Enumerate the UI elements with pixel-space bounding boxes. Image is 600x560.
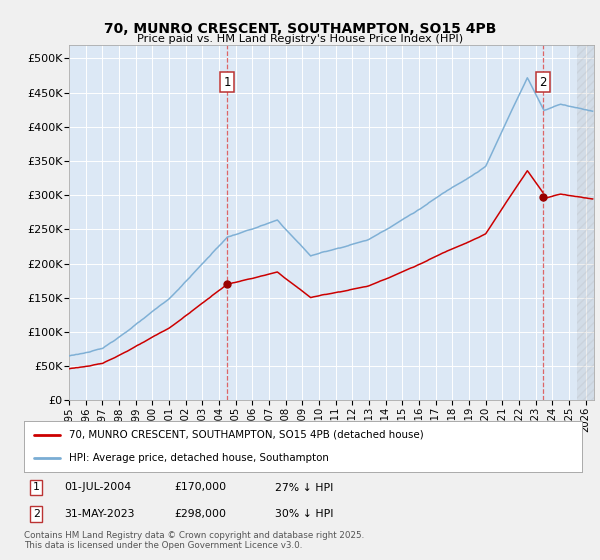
Text: Contains HM Land Registry data © Crown copyright and database right 2025.
This d: Contains HM Land Registry data © Crown c… [24, 531, 364, 550]
Text: 2: 2 [33, 509, 40, 519]
Text: HPI: Average price, detached house, Southampton: HPI: Average price, detached house, Sout… [68, 453, 329, 463]
Text: 01-JUL-2004: 01-JUL-2004 [64, 483, 131, 492]
Text: 2: 2 [539, 76, 547, 88]
Bar [577, 45, 594, 400]
Text: 27% ↓ HPI: 27% ↓ HPI [275, 483, 334, 492]
Text: 1: 1 [224, 76, 231, 88]
Text: Price paid vs. HM Land Registry's House Price Index (HPI): Price paid vs. HM Land Registry's House … [137, 34, 463, 44]
Text: £170,000: £170,000 [175, 483, 227, 492]
Text: 30% ↓ HPI: 30% ↓ HPI [275, 509, 334, 519]
Text: 70, MUNRO CRESCENT, SOUTHAMPTON, SO15 4PB (detached house): 70, MUNRO CRESCENT, SOUTHAMPTON, SO15 4P… [68, 430, 424, 440]
Text: £298,000: £298,000 [175, 509, 227, 519]
Text: 1: 1 [33, 483, 40, 492]
Text: 70, MUNRO CRESCENT, SOUTHAMPTON, SO15 4PB: 70, MUNRO CRESCENT, SOUTHAMPTON, SO15 4P… [104, 22, 496, 36]
Text: 31-MAY-2023: 31-MAY-2023 [64, 509, 134, 519]
